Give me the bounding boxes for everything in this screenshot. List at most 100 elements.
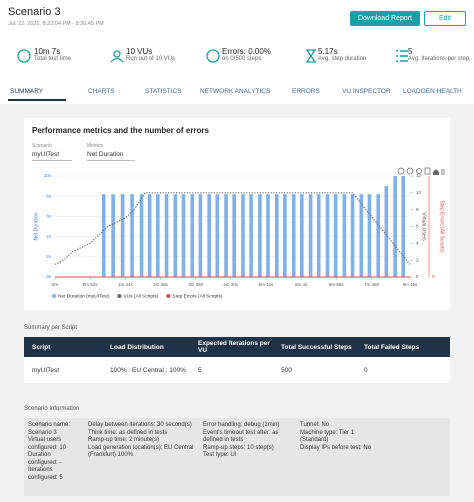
info-column: Error handling: debug (1min) Event's time… bbox=[203, 422, 293, 460]
edit-button[interactable]: Edit bbox=[424, 11, 466, 26]
bar bbox=[190, 194, 195, 277]
info-item: Error handling: debug (1min) bbox=[203, 422, 280, 428]
legend-marker bbox=[52, 294, 56, 298]
tab[interactable]: STATISTICS bbox=[145, 88, 182, 95]
stat: 10 VUs Run out of 10 VUs bbox=[126, 47, 175, 62]
x-tick-label: 6m 4s bbox=[295, 282, 308, 287]
stat-value: 10m 7s bbox=[34, 47, 61, 56]
zoom-in[interactable] bbox=[397, 167, 405, 175]
user-icon bbox=[113, 50, 121, 58]
y3-tick-label: 0 bbox=[432, 274, 435, 279]
reset[interactable] bbox=[433, 169, 439, 175]
selector-label: Metrics bbox=[87, 143, 104, 149]
row: myUITest 100% : EU Central : 100% 5 500 … bbox=[24, 357, 450, 383]
x-tick-label: 5m 12s bbox=[259, 282, 275, 287]
bar bbox=[215, 194, 220, 277]
x-tick-label: 0m 52s bbox=[83, 282, 99, 287]
info-item: Scenario name: Scenario 3 bbox=[28, 422, 71, 436]
chart-title: Performance metrics and the number of er… bbox=[32, 126, 209, 135]
zoom[interactable] bbox=[416, 168, 422, 174]
y-tick-label: 2s bbox=[46, 254, 52, 259]
info-box: Scenario name: Scenario 3 Virtual users c… bbox=[24, 418, 450, 496]
bar bbox=[111, 194, 115, 277]
chart-card: Performance metrics and the number of er… bbox=[24, 118, 450, 310]
bar bbox=[401, 176, 406, 277]
legend-marker bbox=[117, 294, 122, 298]
y3-axis-title: Step Errors (All Scripts) bbox=[439, 200, 445, 253]
x-tick-label: 6m 56s bbox=[329, 282, 345, 287]
info-item: Virtual users configured: 10 bbox=[28, 437, 67, 451]
bar bbox=[207, 194, 211, 277]
tab[interactable]: CHARTS bbox=[88, 88, 115, 95]
column-header: Total Successful Steps bbox=[277, 337, 360, 357]
summary-table: Script Load Distribution Expected Iterat… bbox=[24, 337, 450, 383]
cell: 100% : EU Central : 100% bbox=[110, 366, 186, 374]
info-item: Duration configured: - bbox=[28, 452, 62, 466]
stat-label: Run out of 10 VUs bbox=[126, 56, 176, 62]
bar bbox=[333, 194, 338, 277]
y2-tick-label: 4 bbox=[416, 241, 419, 246]
legend-label: VUs (All Scripts) bbox=[123, 293, 158, 299]
cell: myUITest bbox=[32, 366, 60, 374]
info-item: Think time: as defined in tests bbox=[88, 429, 168, 436]
y2-tick-label: 6 bbox=[416, 224, 419, 229]
header-row: Script Load Distribution Expected Iterat… bbox=[24, 337, 450, 357]
line bbox=[54, 192, 411, 265]
info-item: Tunnel: No bbox=[300, 422, 330, 428]
bar bbox=[308, 194, 313, 277]
bar bbox=[155, 194, 160, 277]
stat-label: Avg. iterations per step bbox=[408, 56, 470, 62]
bar bbox=[342, 194, 347, 277]
bar bbox=[274, 194, 279, 277]
selector[interactable]: Net Duration bbox=[87, 151, 135, 161]
stat-label: Avg. step duration bbox=[318, 56, 367, 62]
x-tick-label: 3m 28s bbox=[188, 282, 204, 287]
info-item: Ramp-up time: 2 minute(s) bbox=[88, 437, 160, 443]
tab[interactable]: ERRORS bbox=[292, 88, 320, 95]
info-item: Load generation location(s): EU Central … bbox=[88, 444, 194, 459]
bar bbox=[316, 194, 321, 277]
bar bbox=[120, 194, 125, 277]
scenario-title: Scenario 3 bbox=[8, 6, 61, 18]
tab[interactable]: NETWORK ANALYTICS bbox=[200, 88, 271, 95]
bar bbox=[224, 194, 228, 277]
x-tick-label: 8m 45s bbox=[403, 282, 419, 287]
hourglass-icon bbox=[306, 49, 316, 63]
bar bbox=[393, 176, 397, 277]
tab[interactable]: VU INSPECTOR bbox=[342, 88, 391, 95]
bar bbox=[130, 194, 134, 277]
pan[interactable] bbox=[424, 167, 431, 175]
y2-tick-label: 12 bbox=[416, 173, 422, 178]
section-title: Scenario Information bbox=[24, 406, 80, 412]
bar bbox=[147, 194, 152, 277]
menu[interactable] bbox=[441, 169, 445, 175]
y-axis-title: Net Duration bbox=[33, 212, 39, 240]
tab[interactable]: LOADGEN HEALTH bbox=[403, 88, 462, 95]
column-header: Load Distribution bbox=[106, 337, 194, 357]
tab[interactable]: SUMMARY bbox=[10, 88, 44, 95]
stat-label: Total test time bbox=[34, 56, 72, 62]
chart-toolbar[interactable] bbox=[397, 167, 445, 175]
scenario-date: Jul. 22, 2021, 8:22:04 PM - 8:30:45 PM bbox=[8, 21, 104, 27]
list-icon bbox=[396, 50, 408, 62]
bar bbox=[367, 194, 372, 277]
info-item: Ramp-up steps: 10 step(s) bbox=[203, 444, 274, 451]
error-icon bbox=[206, 49, 220, 63]
stat: 5.17s Avg. step duration bbox=[318, 47, 366, 62]
clock-icon bbox=[17, 49, 31, 63]
stat-value: 10 VUs bbox=[126, 47, 153, 56]
download-button[interactable]: Download Report bbox=[350, 11, 420, 26]
y-tick-label: 4s bbox=[46, 234, 52, 239]
info-item: Machine type: Tier 1 (Standard) bbox=[300, 429, 355, 444]
legend-marker bbox=[166, 294, 171, 298]
info-item: Display IPs before test: No bbox=[300, 444, 372, 451]
bar bbox=[173, 194, 178, 277]
selector[interactable]: myUITest bbox=[32, 151, 72, 161]
x-tick-label: 0m bbox=[52, 282, 59, 287]
bar bbox=[258, 194, 262, 277]
y-tick-label: 10s bbox=[44, 173, 52, 178]
bar bbox=[249, 194, 253, 277]
x-tick-label: 1m 44s bbox=[118, 282, 134, 287]
zoom-out[interactable] bbox=[406, 167, 414, 175]
